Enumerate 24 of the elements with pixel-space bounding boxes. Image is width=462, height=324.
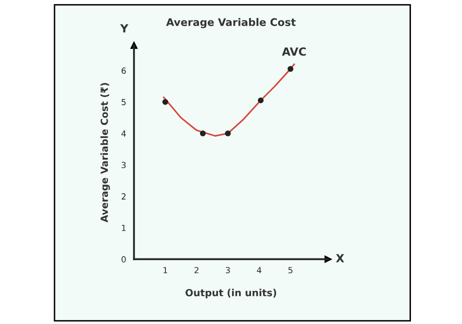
y-tick-label: 5 bbox=[122, 99, 126, 106]
text: X bbox=[336, 254, 344, 262]
series-label: AVC bbox=[282, 47, 306, 56]
x-tick-label: 3 bbox=[226, 266, 230, 274]
x-axis-title: Output (in units) bbox=[186, 288, 276, 298]
y-tick-label: 2 bbox=[122, 193, 126, 200]
y-tick-label: 0 bbox=[122, 256, 126, 262]
y-tick-label: 3 bbox=[122, 162, 126, 168]
text: Y bbox=[120, 24, 128, 32]
y-tick-label: 4 bbox=[121, 130, 126, 137]
chart-title: Average Variable Cost bbox=[166, 18, 296, 28]
x-tick-label: 1 bbox=[164, 267, 168, 274]
point bbox=[288, 66, 294, 72]
point bbox=[162, 99, 168, 105]
y-axis-title: Average Variable Cost (₹) bbox=[100, 83, 110, 222]
y-tick-label: 6 bbox=[122, 68, 126, 74]
x-tick-label: 5 bbox=[288, 267, 292, 274]
point bbox=[258, 98, 264, 104]
point bbox=[200, 130, 206, 136]
x-tick-label: 2 bbox=[194, 266, 198, 274]
y-tick-label: 1 bbox=[122, 224, 126, 231]
line-series bbox=[162, 63, 295, 137]
x-tick-label: 4 bbox=[256, 267, 262, 274]
point bbox=[224, 130, 231, 136]
